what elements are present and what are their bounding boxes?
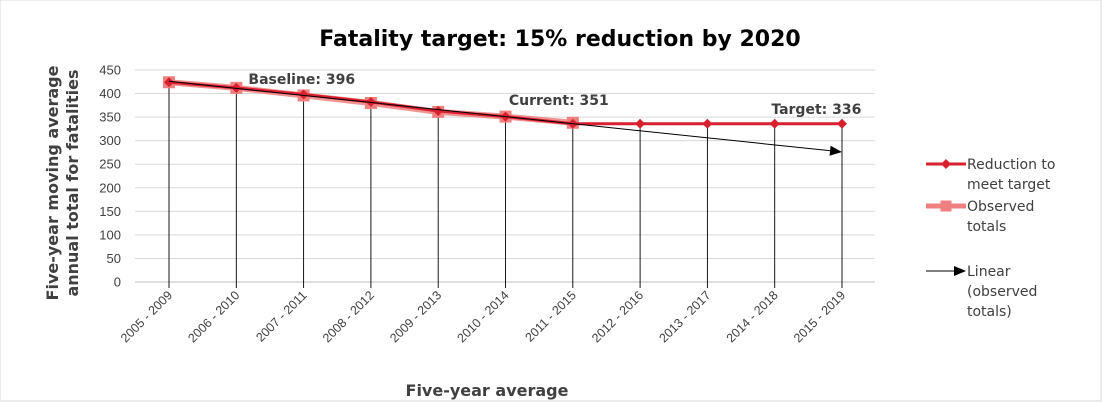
y-tick-label: 300	[99, 133, 121, 148]
legend-swatch-square-icon	[940, 200, 952, 212]
category-droplines	[168, 82, 843, 288]
y-tick-label: 250	[99, 157, 121, 172]
marker-target	[164, 77, 174, 88]
legend-item-observed: Observed totals	[926, 199, 1034, 235]
legend-label: meet target	[967, 177, 1051, 193]
y-tick-label: 450	[99, 63, 121, 78]
annotation-baseline: Baseline: 396	[248, 72, 355, 88]
y-axis-title-line-1: Five-year moving average	[43, 65, 62, 300]
gridlines	[135, 69, 875, 283]
y-tick-label: 50	[107, 251, 121, 266]
legend-label: Observed	[967, 199, 1034, 215]
marker-target	[433, 105, 444, 116]
legend-item-target: Reduction to meet target	[926, 157, 1056, 193]
legend-label: Reduction to	[967, 157, 1056, 173]
annotation-current: Current: 351	[509, 93, 609, 109]
marker-target	[702, 118, 713, 129]
legend-label: (observed	[967, 284, 1037, 300]
legend-swatch-diamond-icon	[941, 159, 951, 169]
y-tick-label: 150	[99, 204, 121, 219]
marker-target	[635, 118, 646, 129]
legend-label: Linear	[967, 264, 1011, 280]
legend-swatch-arrow-icon	[954, 266, 966, 276]
chart-title: Fatality target: 15% reduction by 2020	[319, 27, 800, 52]
series-linear	[168, 80, 842, 156]
marker-target	[298, 89, 309, 100]
annotation-target: Target: 336	[771, 102, 861, 118]
legend-label: totals)	[967, 304, 1012, 320]
y-tick-label: 400	[99, 86, 121, 101]
y-axis-title-line-2: annual total for fatalities	[63, 69, 82, 296]
y-tick-label: 0	[114, 275, 121, 290]
legend: Reduction to meet target Observed totals Lin…	[926, 157, 1056, 320]
annotations: Baseline: 396 Current: 351 Target: 336	[248, 72, 861, 118]
y-tick-label: 200	[99, 180, 121, 195]
marker-target	[769, 118, 780, 129]
marker-target	[837, 118, 847, 129]
y-tick-label: 350	[99, 110, 121, 125]
y-tick-labels: 0 50 100 150 200 250 300 350 400 450	[99, 63, 121, 290]
linear-trend-line	[168, 80, 833, 152]
linear-trend-arrowhead	[829, 145, 842, 156]
legend-item-linear: Linear (observed totals)	[926, 264, 1037, 320]
legend-label: totals	[967, 219, 1006, 235]
y-tick-label: 100	[99, 227, 121, 242]
series-layer	[163, 76, 847, 156]
x-axis-title: Five-year average	[406, 381, 569, 400]
